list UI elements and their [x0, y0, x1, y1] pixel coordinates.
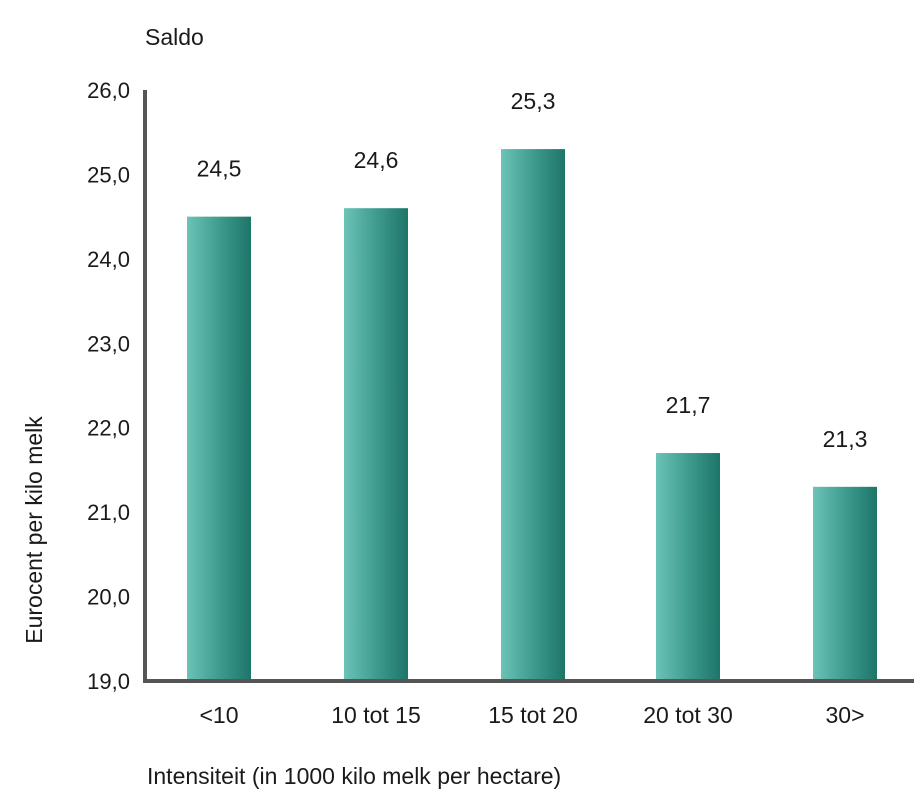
- y-axis-label: Eurocent per kilo melk: [21, 416, 47, 644]
- bar-2: [344, 208, 408, 681]
- data-label-5: 21,3: [823, 426, 868, 452]
- y-tick-label-6: 24,0: [87, 247, 130, 272]
- y-tick-label-5: 23,0: [87, 331, 130, 356]
- bar-5: [813, 486, 877, 681]
- y-tick-label-3: 21,0: [87, 500, 130, 525]
- x-tick-label-4: 20 tot 30: [643, 702, 733, 728]
- y-tick-label-7: 25,0: [87, 162, 130, 187]
- data-label-3: 25,3: [511, 88, 556, 114]
- x-tick-label-5: 30>: [825, 702, 864, 728]
- bar-3: [501, 149, 565, 682]
- y-tick-label-1: 19,0: [87, 669, 130, 694]
- data-label-1: 24,5: [197, 156, 242, 182]
- bars-group: 24,5 24,6 25,3 21,7 21,3: [187, 88, 877, 682]
- y-tick-label-8: 26,0: [87, 78, 130, 103]
- y-ticks-group: 19,0 20,0 21,0 22,0 23,0 24,0 25,0 26,0: [87, 78, 130, 694]
- chart-title: Saldo: [145, 24, 204, 50]
- x-tick-label-3: 15 tot 20: [488, 702, 578, 728]
- x-axis-label: Intensiteit (in 1000 kilo melk per hecta…: [147, 763, 561, 789]
- y-tick-label-4: 22,0: [87, 416, 130, 441]
- bar-1: [187, 216, 251, 681]
- y-tick-label-2: 20,0: [87, 585, 130, 610]
- x-categories-group: <10 10 tot 15 15 tot 20 20 tot 30 30>: [199, 702, 864, 728]
- bar-4: [656, 453, 720, 681]
- data-label-2: 24,6: [354, 147, 399, 173]
- x-tick-label-1: <10: [199, 702, 238, 728]
- data-label-4: 21,7: [666, 392, 711, 418]
- x-tick-label-2: 10 tot 15: [331, 702, 421, 728]
